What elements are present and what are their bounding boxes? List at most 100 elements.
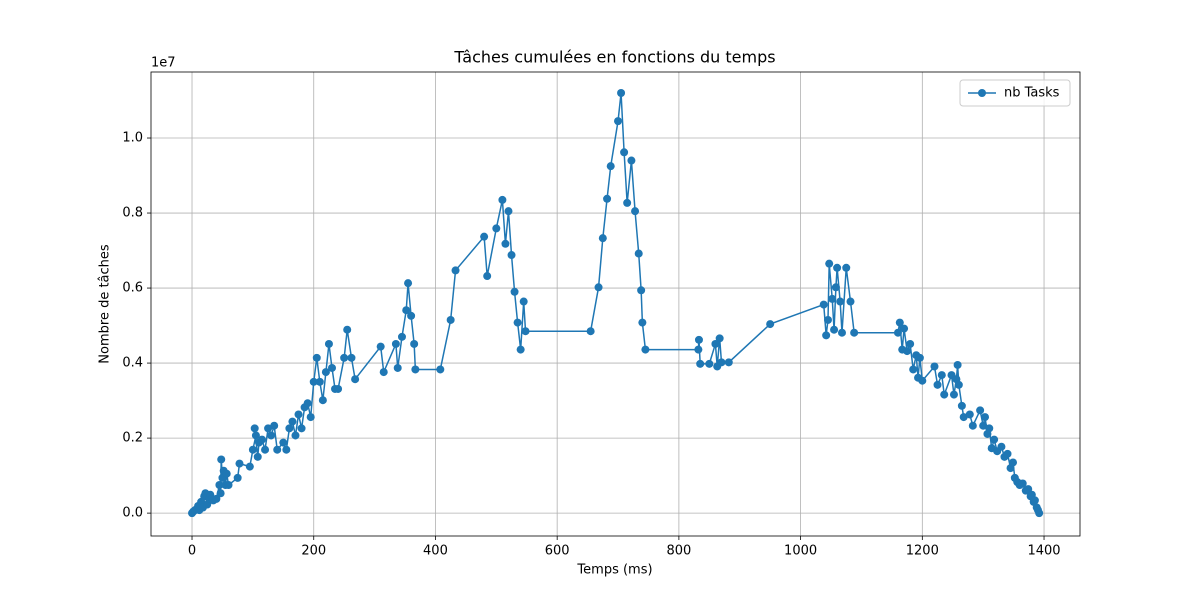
data-point bbox=[930, 362, 939, 371]
y-tick-label: 0.4 bbox=[122, 356, 143, 371]
data-point bbox=[297, 424, 306, 433]
x-tick-label: 600 bbox=[545, 544, 570, 559]
data-point bbox=[598, 234, 607, 243]
data-point bbox=[586, 327, 595, 336]
data-point bbox=[842, 263, 851, 272]
data-point bbox=[334, 384, 343, 393]
data-point bbox=[253, 452, 262, 461]
data-point bbox=[903, 347, 912, 356]
data-point bbox=[516, 345, 525, 354]
y-tick-label: 0.0 bbox=[122, 506, 143, 521]
data-point bbox=[981, 413, 990, 422]
x-tick-label: 0 bbox=[188, 544, 196, 559]
data-point bbox=[637, 286, 646, 295]
data-point bbox=[985, 424, 994, 433]
data-point bbox=[351, 375, 360, 384]
data-point bbox=[273, 445, 282, 454]
data-point bbox=[261, 445, 270, 454]
data-point bbox=[288, 417, 297, 426]
data-point bbox=[521, 327, 530, 336]
data-point bbox=[831, 283, 840, 292]
legend-marker bbox=[978, 89, 986, 97]
data-point bbox=[830, 325, 839, 334]
data-point bbox=[997, 442, 1006, 451]
data-point bbox=[833, 263, 842, 272]
data-point bbox=[705, 359, 714, 368]
chart-title: Tâches cumulées en fonctions du temps bbox=[453, 48, 775, 67]
data-point bbox=[321, 368, 330, 377]
data-point bbox=[245, 462, 254, 471]
data-point bbox=[918, 376, 927, 385]
data-point bbox=[480, 232, 489, 241]
data-point bbox=[696, 359, 705, 368]
x-axis-label: Temps (ms) bbox=[576, 563, 652, 578]
data-line bbox=[191, 92, 1040, 514]
data-point bbox=[627, 156, 636, 165]
data-point bbox=[828, 294, 837, 303]
legend-box bbox=[959, 79, 1071, 107]
data-point bbox=[1018, 479, 1027, 488]
data-point bbox=[614, 117, 623, 126]
data-point bbox=[819, 300, 828, 309]
data-point bbox=[248, 445, 257, 454]
data-point bbox=[933, 380, 942, 389]
data-point bbox=[837, 328, 846, 337]
data-point bbox=[327, 363, 336, 372]
data-point bbox=[267, 431, 276, 440]
data-point bbox=[504, 207, 513, 216]
data-point bbox=[1035, 509, 1044, 518]
data-point bbox=[306, 413, 315, 422]
data-point bbox=[451, 266, 460, 275]
data-point bbox=[895, 318, 904, 327]
x-tick-label: 400 bbox=[423, 544, 448, 559]
data-point bbox=[217, 455, 226, 464]
data-point bbox=[397, 332, 406, 341]
data-point bbox=[1008, 458, 1017, 467]
data-point bbox=[315, 377, 324, 386]
data-point bbox=[270, 421, 279, 430]
data-point bbox=[340, 353, 349, 362]
y-tick-label: 1.0 bbox=[122, 131, 143, 146]
data-point bbox=[250, 424, 259, 433]
data-point bbox=[411, 365, 420, 374]
data-point bbox=[251, 431, 260, 440]
data-point bbox=[915, 353, 924, 362]
data-point bbox=[638, 318, 647, 327]
data-point bbox=[594, 283, 603, 292]
y-offset-label: 1e7 bbox=[151, 56, 176, 71]
data-point bbox=[979, 421, 988, 430]
data-point bbox=[937, 371, 946, 380]
data-point bbox=[906, 339, 915, 348]
data-point bbox=[617, 89, 626, 98]
data-point bbox=[285, 424, 294, 433]
data-point bbox=[318, 396, 327, 405]
data-point bbox=[258, 435, 267, 444]
data-point bbox=[376, 342, 385, 351]
data-point bbox=[940, 390, 949, 399]
x-tick-label: 800 bbox=[666, 544, 691, 559]
data-point bbox=[291, 431, 300, 440]
data-point bbox=[215, 480, 224, 489]
data-point bbox=[294, 410, 303, 419]
data-point bbox=[990, 435, 999, 444]
data-point bbox=[694, 345, 703, 354]
data-point bbox=[347, 353, 356, 362]
data-point bbox=[715, 334, 724, 343]
data-point bbox=[222, 469, 231, 478]
data-point bbox=[343, 325, 352, 334]
data-point bbox=[501, 239, 510, 248]
data-point bbox=[900, 324, 909, 333]
data-point bbox=[224, 480, 233, 489]
data-point bbox=[513, 318, 522, 327]
data-point bbox=[603, 194, 612, 203]
data-point bbox=[953, 360, 962, 369]
data-point bbox=[968, 421, 977, 430]
data-point bbox=[634, 249, 643, 258]
data-point bbox=[823, 315, 832, 324]
y-tick-label: 0.8 bbox=[122, 206, 143, 221]
data-point bbox=[498, 195, 507, 204]
data-point bbox=[410, 339, 419, 348]
x-tick-label: 1200 bbox=[906, 544, 939, 559]
